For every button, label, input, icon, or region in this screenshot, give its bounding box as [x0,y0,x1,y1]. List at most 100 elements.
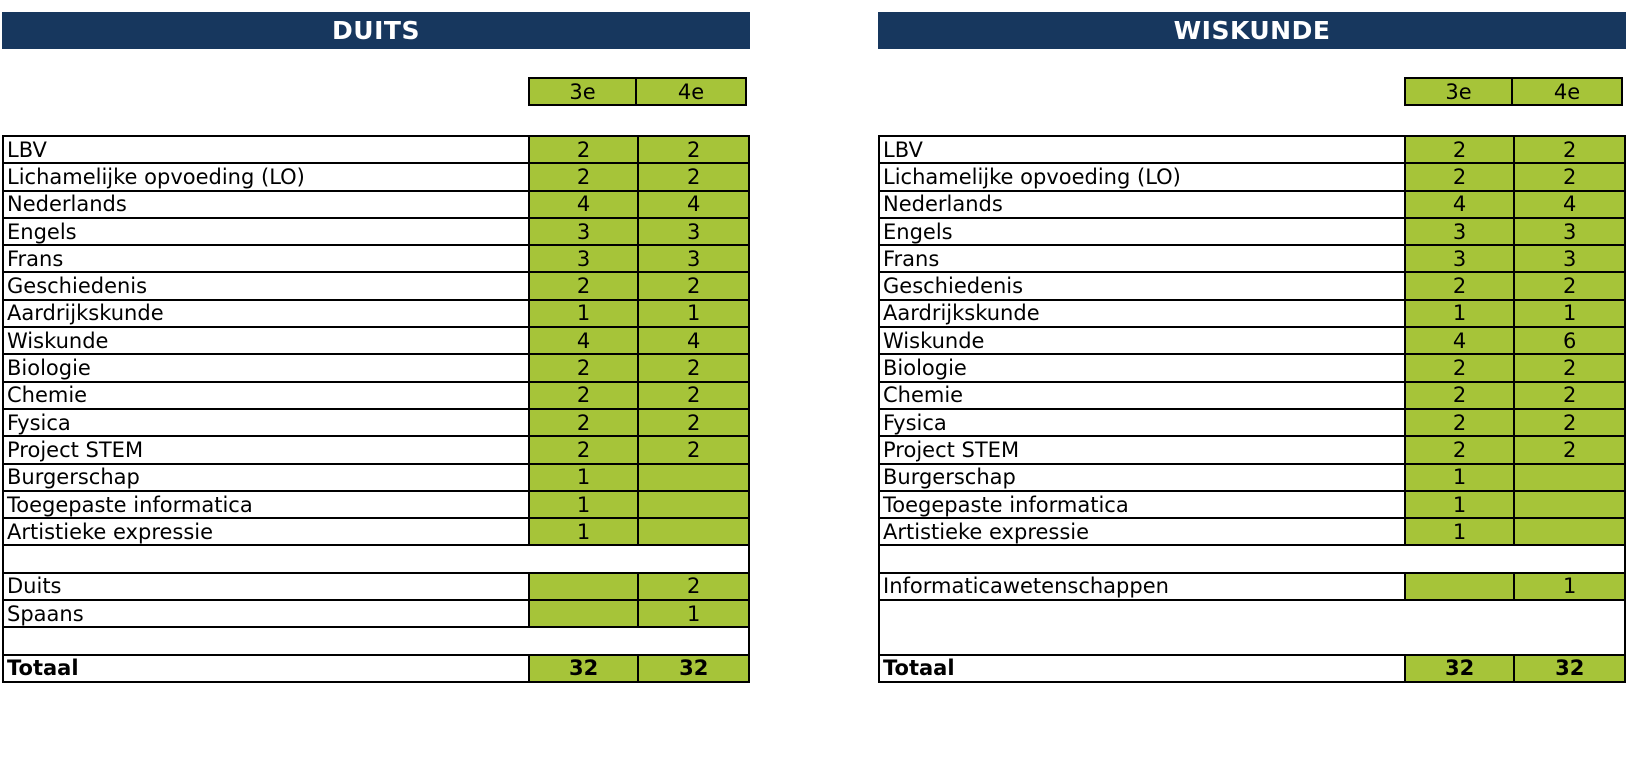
subject-cell: Wiskunde [878,326,1406,356]
hours-4e: 2 [637,435,750,465]
hours-table: LBV 2 2 Lichamelijke opvoeding (LO) 2 2 Nede… [878,134,1626,683]
subject-cell: Wiskunde [2,326,530,356]
hours-4e [637,462,750,492]
hours-4e: 3 [1513,216,1626,247]
blank-row [878,544,1626,574]
table-row: Toegepaste informatica 1 [878,489,1626,520]
year-header: 3e 4e [1404,77,1623,106]
subject-cell: Aardrijkskunde [2,298,530,329]
table-row: Aardrijkskunde 1 1 [878,298,1626,329]
hours-3e: 3 [527,244,640,274]
subject-cell: Chemie [2,380,530,410]
hours-4e: 2 [1513,271,1626,301]
table-row: Fysica 2 2 [878,407,1626,438]
subject-cell: Fysica [2,407,530,438]
subject-cell: Artistieke expressie [878,517,1406,547]
subject-cell: Frans [2,244,530,274]
hours-3e: 2 [527,134,640,165]
hours-4e: 1 [1513,298,1626,329]
table-row: Aardrijkskunde 1 1 [2,298,750,329]
hours-4e: 2 [637,380,750,410]
hours-4e [1513,489,1626,520]
hours-3e: 2 [1403,271,1516,301]
subject-cell: Toegepaste informatica [2,489,530,520]
table-row: Nederlands 4 4 [878,189,1626,219]
hours-4e: 1 [637,599,750,629]
hours-4e: 6 [1513,326,1626,356]
subject-cell: Frans [878,244,1406,274]
hours-3e: 2 [1403,353,1516,383]
subject-cell: Spaans [2,599,530,629]
table-row: Lichamelijke opvoeding (LO) 2 2 [2,162,750,192]
hours-3e: 2 [527,162,640,192]
hours-4e: 4 [1513,189,1626,219]
table-row: Chemie 2 2 [2,380,750,410]
subject-cell: Aardrijkskunde [878,298,1406,329]
subject-cell: Nederlands [878,189,1406,219]
hours-3e: 2 [1403,407,1516,438]
subject-cell: Project STEM [878,435,1406,465]
hours-3e [527,599,640,629]
table-row: Fysica 2 2 [2,407,750,438]
hours-3e: 2 [527,353,640,383]
subject-cell: Lichamelijke opvoeding (LO) [2,162,530,192]
table-row: Frans 3 3 [2,244,750,274]
hours-3e: 1 [1403,462,1516,492]
total-3e: 32 [1403,653,1516,683]
subject-cell: Burgerschap [878,462,1406,492]
hours-3e: 1 [527,489,640,520]
table-row: Geschiedenis 2 2 [2,271,750,301]
table-row: Project STEM 2 2 [878,435,1626,465]
hours-3e: 1 [527,462,640,492]
option-row: Duits 2 [2,571,750,602]
hours-3e: 1 [1403,489,1516,520]
total-row: Totaal 32 32 [878,653,1626,683]
hours-3e: 1 [527,517,640,547]
col-header-4e: 4e [1511,77,1623,106]
table-row: Wiskunde 4 6 [878,326,1626,356]
hours-4e: 3 [1513,244,1626,274]
hours-3e: 3 [527,216,640,247]
subject-cell: Geschiedenis [2,271,530,301]
hours-3e [1403,571,1516,602]
subject-cell: Fysica [878,407,1406,438]
hours-3e: 2 [1403,380,1516,410]
hours-4e: 2 [637,407,750,438]
table-row: Engels 3 3 [878,216,1626,247]
hours-4e: 4 [637,326,750,356]
duits-panel: DUITS 3e 4e LBV 2 2 Lichamelijke opvoeding… [2,12,750,683]
hours-3e: 4 [1403,326,1516,356]
hours-3e: 1 [527,298,640,329]
hours-4e: 2 [637,353,750,383]
table-row: Biologie 2 2 [878,353,1626,383]
year-header: 3e 4e [528,77,747,106]
subject-cell: Chemie [878,380,1406,410]
hours-4e: 3 [637,244,750,274]
col-header-3e: 3e [1404,77,1513,106]
table-row: Frans 3 3 [878,244,1626,274]
hours-3e: 1 [1403,517,1516,547]
hours-4e: 1 [1513,571,1626,602]
subject-cell: Lichamelijke opvoeding (LO) [878,162,1406,192]
table-row: Artistieke expressie 1 [878,517,1626,547]
subject-cell: Informaticawetenschappen [878,571,1406,602]
hours-4e: 2 [1513,353,1626,383]
total-row: Totaal 32 32 [2,653,750,683]
hours-4e [1513,462,1626,492]
hours-3e: 1 [1403,298,1516,329]
col-header-3e: 3e [528,77,637,106]
hours-3e: 2 [1403,435,1516,465]
hours-4e: 2 [637,271,750,301]
subject-cell: Engels [2,216,530,247]
table-row: Wiskunde 4 4 [2,326,750,356]
hours-4e: 2 [637,162,750,192]
subject-cell: LBV [878,134,1406,165]
hours-3e: 4 [1403,189,1516,219]
col-header-4e: 4e [635,77,747,106]
hours-4e [637,489,750,520]
subject-cell: Nederlands [2,189,530,219]
hours-4e: 2 [1513,380,1626,410]
total-label: Totaal [2,653,530,683]
blank-row [2,626,750,656]
hours-4e [637,517,750,547]
